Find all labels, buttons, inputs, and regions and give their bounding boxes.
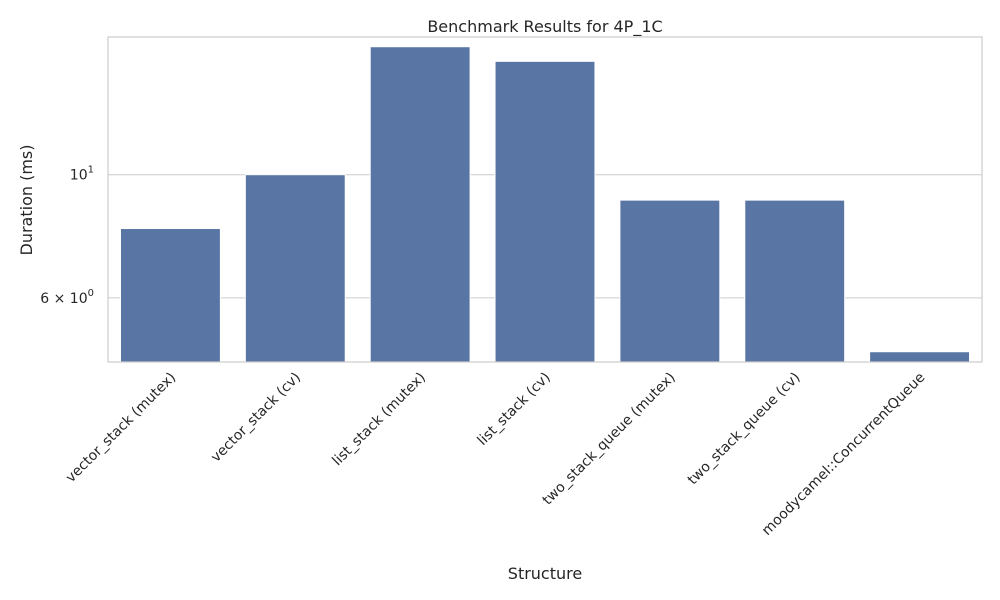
x-axis-label: Structure bbox=[508, 564, 582, 583]
bar bbox=[369, 46, 471, 363]
x-tick-label: list_stack (cv) bbox=[475, 370, 554, 449]
bar bbox=[869, 351, 971, 363]
y-axis-label: Duration (ms) bbox=[17, 145, 36, 256]
bar bbox=[744, 199, 846, 363]
x-tick-label: list_stack (mutex) bbox=[329, 370, 429, 470]
bar bbox=[119, 228, 221, 363]
bar bbox=[244, 174, 346, 363]
chart-title: Benchmark Results for 4P_1C bbox=[427, 17, 662, 37]
y-tick-label: 6 × 100 bbox=[40, 288, 94, 307]
plot-frame bbox=[107, 36, 983, 363]
bars bbox=[119, 46, 971, 363]
x-tick-label: vector_stack (mutex) bbox=[63, 370, 179, 486]
x-tick-label: vector_stack (cv) bbox=[208, 370, 304, 466]
y-tick-label: 101 bbox=[70, 165, 94, 184]
bar bbox=[619, 199, 721, 363]
x-tick-label: two_stack_queue (mutex) bbox=[540, 370, 679, 509]
y-tick-labels: 6 × 100 101 bbox=[40, 165, 94, 307]
bar bbox=[494, 60, 596, 363]
x-tick-labels: vector_stack (mutex) vector_stack (cv) lis… bbox=[63, 370, 929, 539]
x-tick-label: two_stack_queue (cv) bbox=[685, 370, 804, 489]
